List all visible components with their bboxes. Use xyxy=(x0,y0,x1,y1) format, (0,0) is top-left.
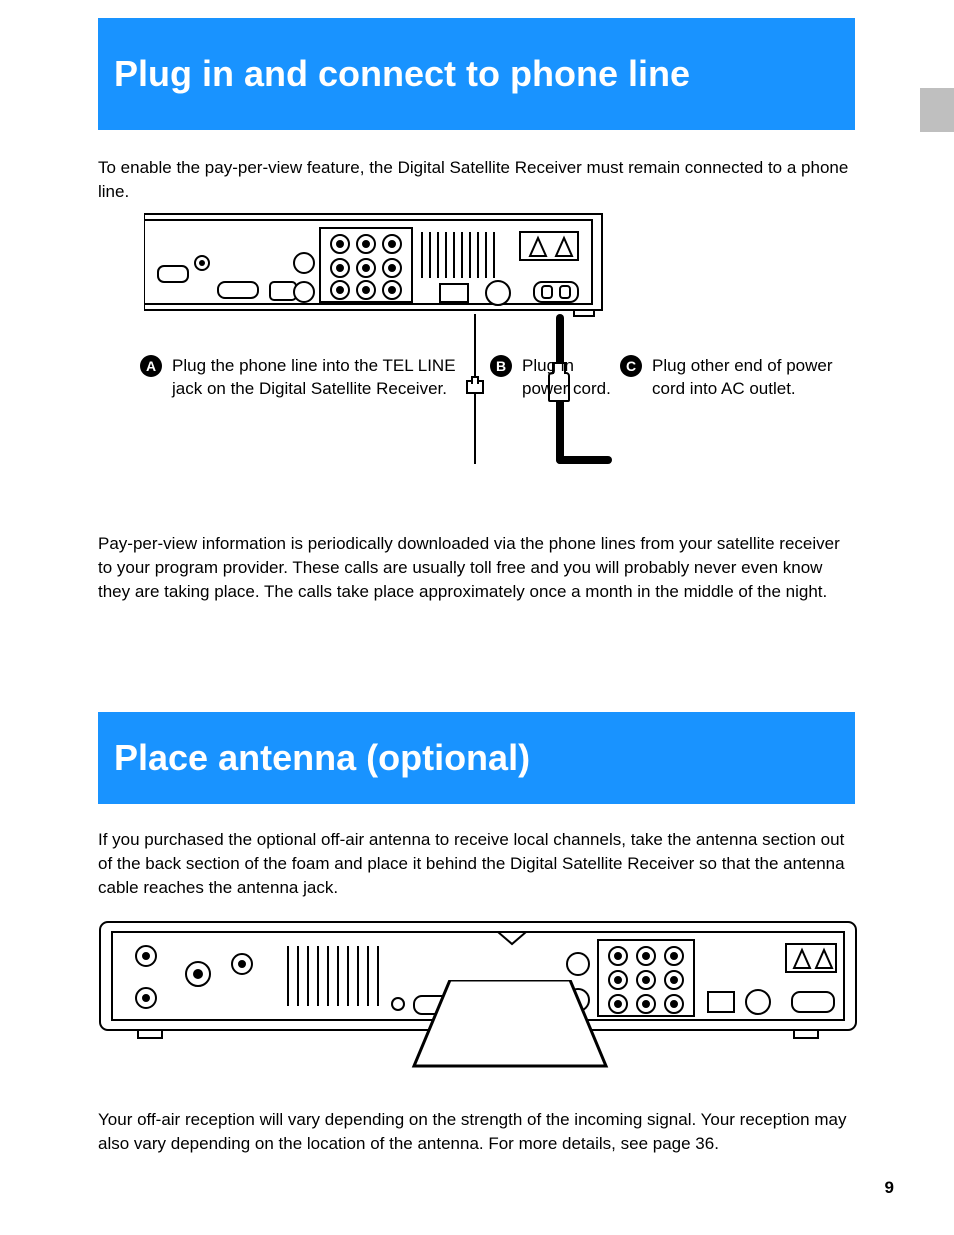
step-c-bullet: C xyxy=(620,355,642,377)
step-c-text: Plug other end of power cord into AC out… xyxy=(652,355,856,401)
step-b-text: Plug in power cord. xyxy=(522,355,620,401)
step-b: B Plug in power cord. xyxy=(490,355,620,401)
header-antenna-title: Place antenna (optional) xyxy=(114,737,530,779)
page-side-tab xyxy=(920,88,954,132)
step-a-bullet: A xyxy=(140,355,162,377)
step-a: A Plug the phone line into the TEL LINE … xyxy=(140,355,470,401)
step-a-text: Plug the phone line into the TEL LINE ja… xyxy=(172,355,470,401)
intro-paragraph-2: If you purchased the optional off-air an… xyxy=(98,828,858,899)
page-number: 9 xyxy=(885,1178,894,1198)
intro-paragraph-1: To enable the pay-per-view feature, the … xyxy=(98,156,858,204)
header-plug-in: Plug in and connect to phone line xyxy=(98,18,855,130)
step-c: C Plug other end of power cord into AC o… xyxy=(620,355,856,401)
antenna-footnote: Your off-air reception will vary dependi… xyxy=(98,1108,858,1156)
phone-line-note: Pay-per-view information is periodically… xyxy=(98,532,858,603)
header-plug-in-title: Plug in and connect to phone line xyxy=(114,53,690,95)
power-cord-horizontal xyxy=(556,456,612,464)
header-antenna: Place antenna (optional) xyxy=(98,712,855,804)
receiver-back-panel-cropped xyxy=(144,208,604,328)
antenna-stand-icon xyxy=(410,980,610,1070)
step-b-bullet: B xyxy=(490,355,512,377)
